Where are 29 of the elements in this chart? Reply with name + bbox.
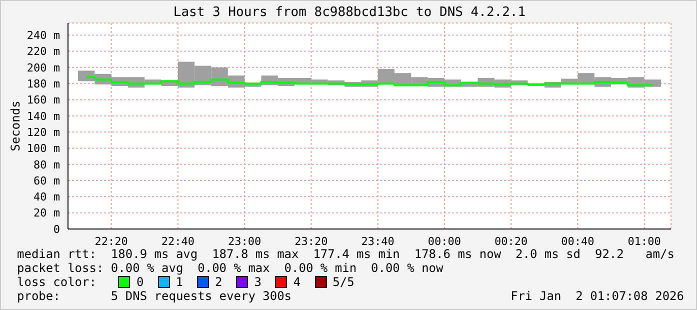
chart-title: Last 3 Hours from 8c988bcd13bc to DNS 4.2.2.1 — [172, 5, 527, 20]
x-tick-label: 23:20 — [294, 234, 328, 248]
y-tick-label: 0 — [53, 222, 60, 236]
y-tick-label: 80 m — [34, 158, 60, 172]
y-tick-label: 160 m — [26, 94, 60, 107]
x-tick-label: 23:40 — [361, 234, 394, 248]
text: loss color: 0 1 2 3 4 5/5 — [17, 275, 354, 289]
y-tick-label: 240 m — [26, 29, 60, 42]
x-tick-label: 23:00 — [228, 234, 262, 248]
x-tick-label: 01:00 — [628, 234, 661, 248]
x-tick-label: 00:00 — [428, 234, 462, 248]
text: median rtt: 180.9 ms avg 187.8 ms max 177.4 ms min 178.6 ms now 2.0 ms sd 92.2 am/s — [17, 247, 674, 261]
x-tick-label: 22:40 — [161, 234, 194, 248]
y-tick-label: 220 m — [26, 45, 60, 58]
y-tick-label: 140 m — [26, 110, 60, 123]
y-tick-label: 200 m — [26, 61, 60, 74]
x-tick-label: 22:20 — [94, 234, 128, 248]
y-tick-label: 120 m — [26, 126, 60, 139]
x-tick-label: 00:40 — [561, 234, 594, 248]
y-tick-label: 100 m — [26, 142, 60, 156]
y-axis-title: Seconds — [8, 100, 22, 152]
y-tick-label: 20 m — [34, 206, 60, 220]
x-tick-label: 00:20 — [494, 234, 528, 248]
y-tick-label: 180 m — [26, 77, 60, 90]
text: packet loss: 0.00 % avg 0.00 % max 0.00 % min 0.00 % now — [17, 261, 444, 275]
y-tick-label: 40 m — [34, 190, 60, 204]
y-tick-label: 60 m — [34, 174, 60, 188]
text: probe: 5 DNS requests every 300s — [17, 289, 292, 303]
text: Fri Jan 2 01:07:08 2026 — [510, 289, 684, 303]
